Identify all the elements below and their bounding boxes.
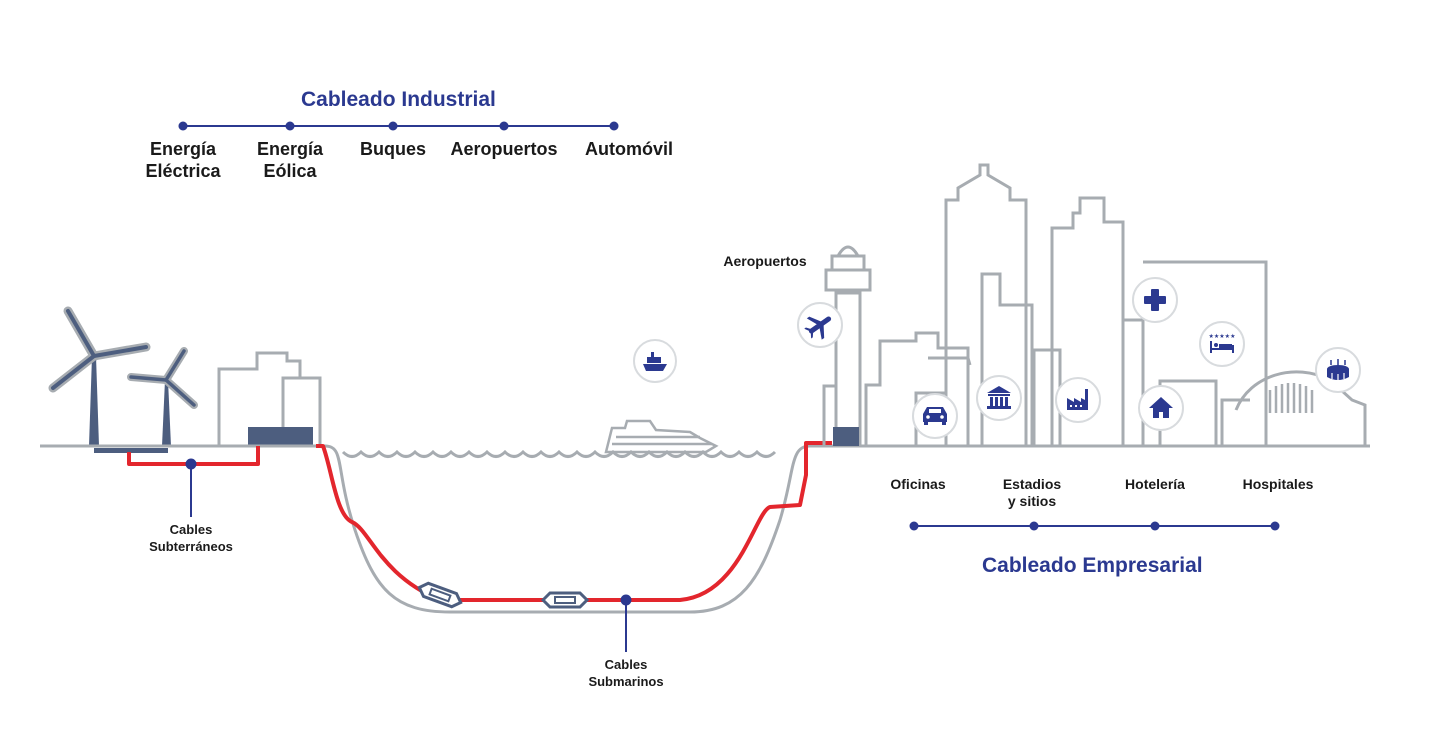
airport-label: Aeropuertos [723, 253, 807, 269]
sea-waves [341, 449, 777, 458]
cable-repeater [540, 591, 590, 609]
timeline-dot [285, 121, 295, 131]
hotel-bed-icon: ★★★★★ [1199, 321, 1245, 367]
power-building [217, 351, 322, 446]
timeline-dot [1270, 521, 1280, 531]
timeline-dot [909, 521, 919, 531]
ship-icon [633, 339, 677, 383]
industrial-title: Cableado Industrial [301, 88, 496, 111]
hospital-cross-icon [1132, 277, 1178, 323]
enterprise-timeline [909, 521, 1280, 531]
industrial-label-airports: Aeropuertos [450, 139, 558, 159]
enterprise-label-stadiums: Estadios y sitios [1002, 476, 1062, 509]
terminal-block [833, 427, 859, 446]
underground-cables-label: Cables Subterráneos [149, 522, 233, 554]
cruise-ship [604, 419, 719, 454]
enterprise-label-hospitals: Hospitales [1242, 476, 1314, 492]
sea-basin [324, 444, 811, 614]
timeline-dot [178, 121, 188, 131]
wind-turbines [48, 306, 198, 453]
cable-repeater [417, 581, 463, 609]
industrial-label-ships: Buques [359, 139, 426, 159]
enterprise-label-offices: Oficinas [890, 476, 946, 492]
industrial-timeline [178, 121, 619, 131]
timeline-dot [1150, 521, 1160, 531]
stadium-icon [1315, 347, 1361, 393]
bank-icon [976, 375, 1022, 421]
submarine-cables-label: Cables Submarinos [588, 657, 664, 689]
svg-text:★★★★★: ★★★★★ [1209, 333, 1236, 340]
enterprise-label-hospitality: Hotelería [1125, 476, 1185, 492]
timeline-dot [388, 121, 398, 131]
timeline-dot [1029, 521, 1039, 531]
car-icon [912, 393, 958, 439]
factory-icon [1055, 377, 1101, 423]
timeline-dot [609, 121, 619, 131]
industrial-label-automotive: Automóvil [585, 139, 673, 159]
industrial-label-wind: Energía Eólica [256, 139, 324, 181]
timeline-dot [499, 121, 509, 131]
house-icon [1138, 385, 1184, 431]
substation-block [248, 427, 313, 445]
enterprise-title: Cableado Empresarial [982, 554, 1203, 577]
airplane-icon [797, 302, 843, 348]
industrial-label-electric: Energía Eléctrica [145, 139, 221, 181]
